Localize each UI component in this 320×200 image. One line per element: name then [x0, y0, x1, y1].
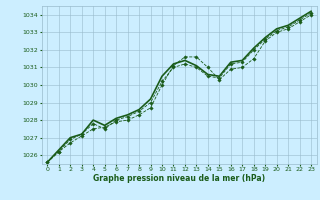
X-axis label: Graphe pression niveau de la mer (hPa): Graphe pression niveau de la mer (hPa): [93, 174, 265, 183]
